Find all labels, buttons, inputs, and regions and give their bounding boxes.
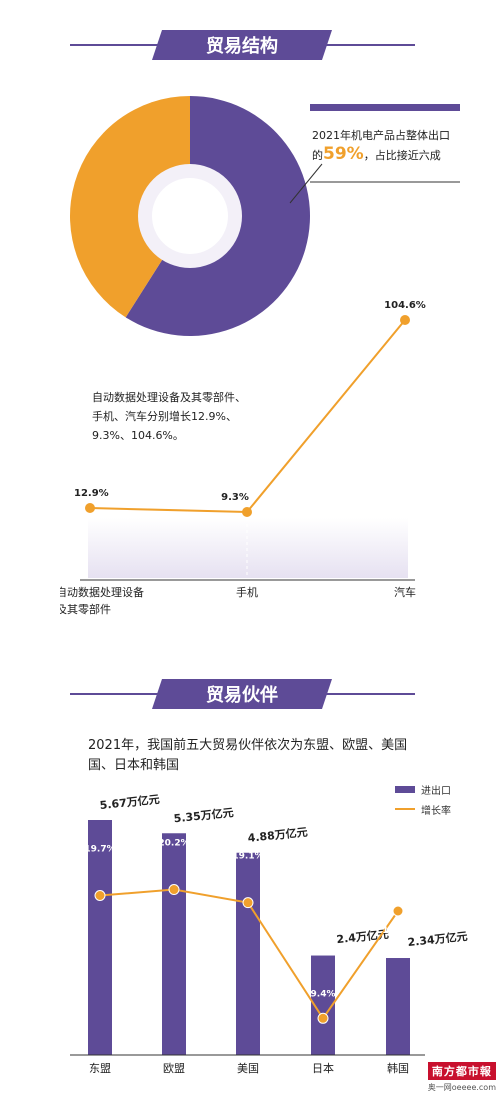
donut-hole: [152, 178, 228, 254]
line-value-label: 104.6%: [384, 300, 426, 311]
growth-rate-label: 19.7%: [84, 845, 115, 855]
bar-category-label: 美国: [237, 1062, 259, 1075]
legend-swatch-line: [395, 808, 415, 810]
growth-rate-label: 9.4%: [311, 989, 336, 999]
growth-point: [317, 1012, 329, 1024]
bar: [236, 852, 260, 1055]
line-value-label: 9.3%: [221, 492, 249, 503]
bar-value-label: 5.67万亿元: [99, 792, 160, 812]
bar: [386, 958, 410, 1055]
growth-rate-label: 20.2%: [158, 839, 189, 849]
line-area-band: [88, 518, 408, 578]
growth-line-chart: 12.9% 9.3% 104.6% 自动数据处理设备及其零部件 手机 汽车: [60, 300, 426, 616]
note2-line: 自动数据处理设备及其零部件、: [92, 391, 246, 404]
note1-line2: 的59%，占比接近六成: [312, 144, 441, 164]
note1-text: 2021年机电产品占整体出口 的59%，占比接近六成: [312, 126, 472, 165]
growth-point: [168, 884, 180, 896]
growth-point: [242, 897, 254, 909]
note2-line: 9.3%、104.6%。: [92, 429, 184, 442]
section2-title-banner: 贸易伙伴: [70, 673, 415, 713]
growth-rate-label: 18.4%: [382, 926, 413, 936]
legend-item-growth: 增长率: [395, 801, 451, 817]
section1-title-banner: 贸易结构: [70, 24, 415, 64]
legend: 进出口 增长率: [395, 781, 451, 821]
line-value-label: 12.9%: [74, 488, 109, 499]
note1-percent: 59%: [323, 144, 364, 164]
bar-value-label: 5.35万亿元: [173, 805, 234, 825]
note2-text: 自动数据处理设备及其零部件、 手机、汽车分别增长12.9%、 9.3%、104.…: [92, 388, 292, 445]
growth-point: [94, 890, 106, 901]
logo-site: 奥一网oeeee.com: [427, 1083, 496, 1092]
partners-bar-chart: 5.67万亿元东盟5.35万亿元欧盟4.88万亿元美国2.4万亿元日本2.34万…: [70, 792, 468, 1075]
donut-slice: [70, 96, 190, 318]
legend-swatch-bar: [395, 785, 415, 793]
line-category-label: 手机: [236, 585, 258, 599]
donut-chart: [70, 96, 323, 336]
growth-point: [392, 905, 404, 917]
line-point: [242, 507, 252, 517]
line-category-label: 汽车: [394, 585, 416, 599]
bar: [162, 833, 186, 1055]
bar-category-label: 欧盟: [163, 1062, 185, 1075]
bar-value-label: 4.88万亿元: [247, 825, 308, 845]
partners-heading-line: 2021年，我国前五大贸易伙伴依次为东盟、欧盟、美国: [88, 738, 408, 753]
line-point: [400, 315, 410, 325]
line-category-label: 及其零部件: [60, 602, 111, 616]
note2-line: 手机、汽车分别增长12.9%、: [92, 410, 237, 423]
bar-value-label: 2.34万亿元: [407, 929, 468, 949]
growth-rate-label: 19.1%: [232, 852, 263, 862]
donut-leader: [289, 163, 323, 204]
line-point: [85, 503, 95, 513]
bar-category-label: 日本: [312, 1061, 334, 1075]
bar: [88, 820, 112, 1055]
line-category-label: 自动数据处理设备: [60, 585, 144, 599]
note1-line1: 2021年机电产品占整体出口: [312, 129, 450, 142]
partners-heading: 2021年，我国前五大贸易伙伴依次为东盟、欧盟、美国 国、日本和韩国: [88, 736, 418, 776]
logo: 南方都市報 奥一网oeeee.com: [427, 1062, 496, 1093]
bar-category-label: 韩国: [387, 1061, 409, 1075]
section1-title: 贸易结构: [206, 35, 278, 57]
note1-callout: [310, 104, 460, 183]
logo-name: 南方都市報: [427, 1062, 496, 1080]
partners-heading-line: 国、日本和韩国: [88, 758, 180, 773]
section2-title: 贸易伙伴: [206, 684, 278, 706]
legend-item-trade: 进出口: [395, 781, 451, 797]
bar-category-label: 东盟: [89, 1062, 111, 1075]
